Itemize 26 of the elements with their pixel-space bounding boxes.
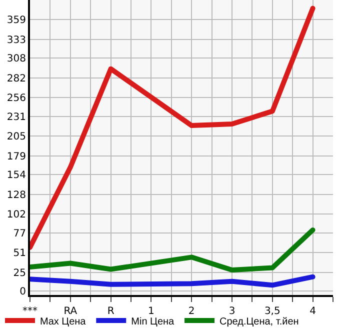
y-tick-label: 0 (20, 286, 26, 298)
y-tick-label: 179 (6, 151, 26, 162)
y-tick-label: 333 (6, 34, 26, 46)
y-tick-label: 128 (6, 190, 26, 201)
legend-label: Max Цена (40, 316, 86, 328)
x-tick-label: *** (22, 306, 38, 317)
y-tick-label: 51 (13, 248, 26, 260)
y-tick-label: 359 (6, 15, 26, 26)
x-tick-label: 3,5 (264, 306, 280, 317)
y-tick-label: 77 (13, 228, 26, 240)
y-tick-label: 256 (6, 93, 26, 104)
x-tick-label: 4 (310, 306, 316, 317)
y-tick-label: 154 (6, 170, 26, 182)
y-tick-label: 282 (6, 73, 26, 84)
y-tick-label: 25 (13, 268, 26, 279)
x-tick-label: RA (64, 306, 78, 317)
legend-label: Min Цена (131, 316, 175, 328)
legend-label: Сред.Цена, т.йен (220, 316, 299, 328)
x-tick-label: R (107, 306, 114, 317)
y-tick-label: 231 (6, 112, 26, 123)
y-tick-label: 102 (6, 210, 26, 221)
x-tick-label: 1 (148, 306, 154, 317)
x-tick-label: 3 (228, 306, 236, 317)
x-tick-label: 2 (188, 306, 195, 317)
y-tick-label: 205 (6, 132, 26, 143)
y-tick-label: 308 (6, 54, 26, 65)
